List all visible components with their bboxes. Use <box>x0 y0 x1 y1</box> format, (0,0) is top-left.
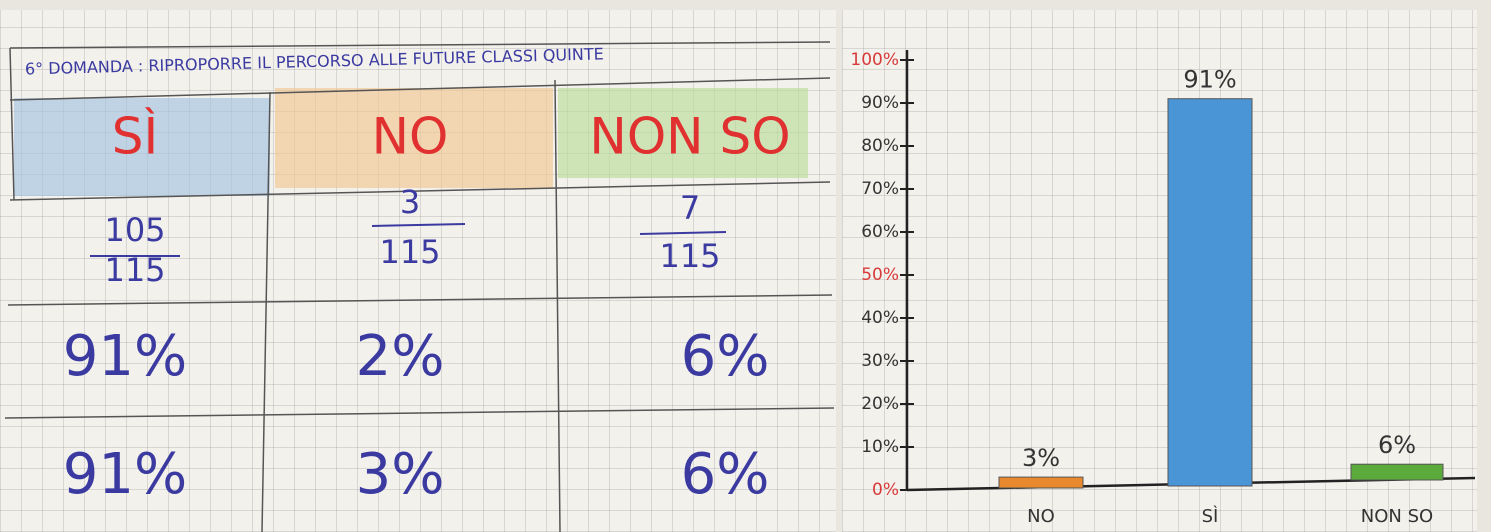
percent-cell: 3% <box>356 442 445 507</box>
header-cell: SÌ <box>112 107 158 166</box>
numerator: 3 <box>400 183 420 221</box>
percent-cell: 91% <box>63 442 187 507</box>
y-tick-label: 10% <box>861 437 899 457</box>
value-label: 91% <box>1183 66 1236 94</box>
y-tick-label: 100% <box>850 50 899 70</box>
numerator: 7 <box>680 189 700 227</box>
y-tick-label: 90% <box>861 93 899 113</box>
value-label: 6% <box>1378 431 1416 459</box>
denominator: 115 <box>659 237 720 275</box>
y-tick-label: 0% <box>872 480 899 500</box>
percent-cell: 6% <box>681 324 770 389</box>
table-title: 6° DOMANDA : RIPROPORRE IL PERCORSO ALLE… <box>25 44 604 78</box>
y-tick-label: 20% <box>861 394 899 414</box>
x-tick-label: NON SO <box>1361 506 1433 527</box>
y-tick-label: 30% <box>861 351 899 371</box>
y-tick-label: 40% <box>861 308 899 328</box>
numerator: 105 <box>104 211 165 249</box>
x-tick-label: SÌ <box>1202 505 1219 527</box>
y-tick-label: 80% <box>861 136 899 156</box>
notebook-page-right <box>842 10 1477 532</box>
y-tick-label: 60% <box>861 222 899 242</box>
bar <box>1350 463 1444 481</box>
percent-cell: 6% <box>681 442 770 507</box>
fraction-bar <box>371 223 466 227</box>
table-lines <box>4 41 835 532</box>
y-tick-label: 50% <box>861 265 899 285</box>
header-cell: NON SO <box>589 108 790 166</box>
header-fill <box>275 88 553 188</box>
bar <box>998 476 1084 489</box>
value-label: 3% <box>1022 444 1060 472</box>
x-tick-label: NO <box>1027 506 1055 527</box>
percent-cell: 91% <box>63 324 187 389</box>
denominator: 115 <box>104 251 165 289</box>
y-tick-label: 70% <box>861 179 899 199</box>
header-fill <box>14 98 270 196</box>
bar <box>1167 98 1253 487</box>
fraction-bar <box>639 231 727 235</box>
header-fill <box>558 88 808 178</box>
percent-cell: 2% <box>356 324 445 389</box>
header-cell: NO <box>372 108 449 166</box>
denominator: 115 <box>379 233 440 271</box>
